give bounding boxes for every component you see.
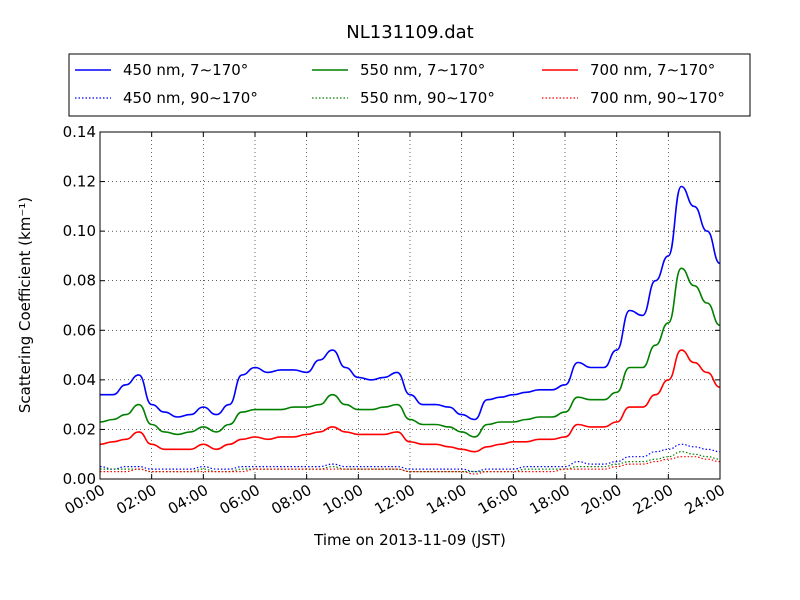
legend-label-0: 450 nm, 7∼170° bbox=[123, 61, 248, 79]
chart-title: NL131109.dat bbox=[346, 22, 473, 43]
legend-frame bbox=[68, 53, 751, 117]
legend-label-1: 450 nm, 90∼170° bbox=[123, 89, 258, 107]
y-axis-label: Scattering Coefficient (km⁻¹) bbox=[16, 197, 34, 413]
y-tick-label: 0.14 bbox=[63, 123, 96, 141]
y-tick-label: 0.12 bbox=[63, 173, 96, 191]
legend-label-4: 700 nm, 7∼170° bbox=[590, 61, 715, 79]
y-tick-label: 0.02 bbox=[63, 420, 96, 438]
series-line-2 bbox=[99, 267, 721, 438]
legend-label-2: 550 nm, 7∼170° bbox=[360, 61, 485, 79]
x-axis-label: Time on 2013-11-09 (JST) bbox=[313, 531, 506, 549]
y-axis: 0.00 0.02 0.04 0.06 0.08 0.10 0.12 0.14 bbox=[63, 123, 720, 488]
legend-label-5: 700 nm, 90∼170° bbox=[590, 89, 725, 107]
series-line-5 bbox=[100, 456, 721, 475]
series-line-0 bbox=[100, 185, 721, 421]
y-tick-label: 0.08 bbox=[63, 272, 96, 290]
legend-label-3: 550 nm, 90∼170° bbox=[360, 89, 495, 107]
y-tick-label: 0.00 bbox=[63, 470, 96, 488]
y-tick-label: 0.10 bbox=[63, 222, 96, 240]
series-line-4 bbox=[99, 349, 721, 453]
series-line-3 bbox=[99, 451, 721, 473]
y-tick-label: 0.06 bbox=[63, 321, 96, 339]
grid-lines bbox=[100, 132, 720, 479]
y-tick-label: 0.04 bbox=[63, 371, 96, 389]
series-line-1 bbox=[99, 443, 721, 473]
legend: 450 nm, 7∼170° 450 nm, 90∼170° 550 nm, 7∼1… bbox=[68, 53, 751, 117]
series-layer bbox=[99, 185, 721, 475]
plot-area bbox=[100, 132, 720, 479]
